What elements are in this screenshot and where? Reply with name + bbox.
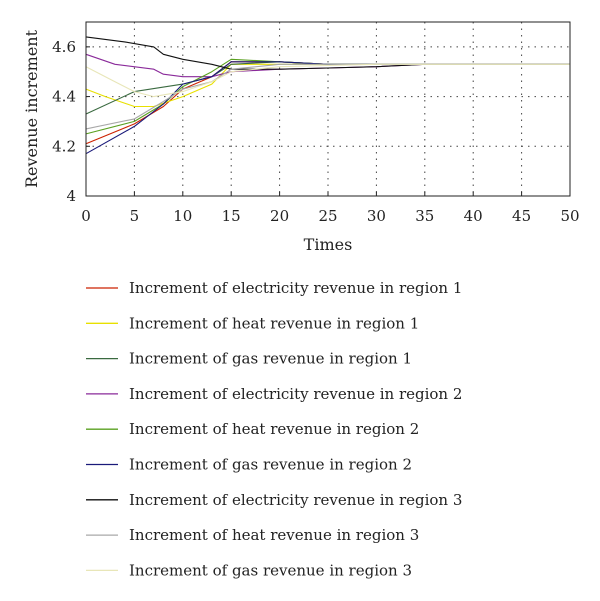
series-lines	[85, 36, 570, 155]
y-tick-label: 4.6	[52, 38, 76, 56]
y-tick-label: 4	[66, 187, 76, 205]
x-tick-label: 10	[173, 207, 192, 225]
legend-label: Increment of gas revenue in region 3	[129, 561, 412, 579]
legend-label: Increment of heat revenue in region 1	[129, 314, 419, 332]
y-axis-label: Revenue increment	[22, 29, 41, 188]
x-axis-ticks: 0 5 10 15 20 25 30 35 40 45 50	[81, 192, 580, 225]
legend-label: Increment of electricity revenue in regi…	[129, 279, 462, 297]
legend-label: Increment of gas revenue in region 1	[129, 350, 412, 368]
legend-label: Increment of electricity revenue in regi…	[129, 491, 462, 509]
legend-item: Increment of gas revenue in region 3	[86, 561, 412, 579]
grid	[86, 22, 570, 196]
x-tick-label: 35	[415, 207, 434, 225]
legend-label: Increment of heat revenue in region 3	[129, 526, 419, 544]
legend-item: Increment of electricity revenue in regi…	[86, 279, 462, 297]
legend-label: Increment of electricity revenue in regi…	[129, 385, 462, 403]
x-tick-label: 15	[222, 207, 241, 225]
legend-item: Increment of gas revenue in region 2	[86, 456, 412, 474]
x-axis-label: Times	[304, 235, 353, 254]
x-tick-label: 25	[318, 207, 337, 225]
series-line-9	[85, 63, 570, 98]
legend-item: Increment of heat revenue in region 1	[86, 314, 419, 332]
x-tick-label: 45	[512, 207, 531, 225]
legend: Increment of electricity revenue in regi…	[86, 279, 462, 579]
legend-label: Increment of gas revenue in region 2	[129, 456, 412, 474]
legend-item: Increment of electricity revenue in regi…	[86, 385, 462, 403]
y-tick-label: 4.2	[52, 137, 76, 155]
x-tick-label: 30	[367, 207, 386, 225]
x-tick-label: 50	[560, 207, 579, 225]
x-tick-label: 5	[130, 207, 140, 225]
legend-item: Increment of heat revenue in region 2	[86, 420, 419, 438]
x-tick-label: 20	[270, 207, 289, 225]
y-axis-ticks: 4 4.2 4.4 4.6	[52, 38, 90, 205]
legend-item: Increment of heat revenue in region 3	[86, 526, 419, 544]
legend-label: Increment of heat revenue in region 2	[129, 420, 419, 438]
y-tick-label: 4.4	[52, 88, 76, 106]
x-tick-label: 40	[464, 207, 483, 225]
legend-item: Increment of electricity revenue in regi…	[86, 491, 462, 509]
legend-item: Increment of gas revenue in region 1	[86, 350, 412, 368]
x-tick-label: 0	[81, 207, 91, 225]
